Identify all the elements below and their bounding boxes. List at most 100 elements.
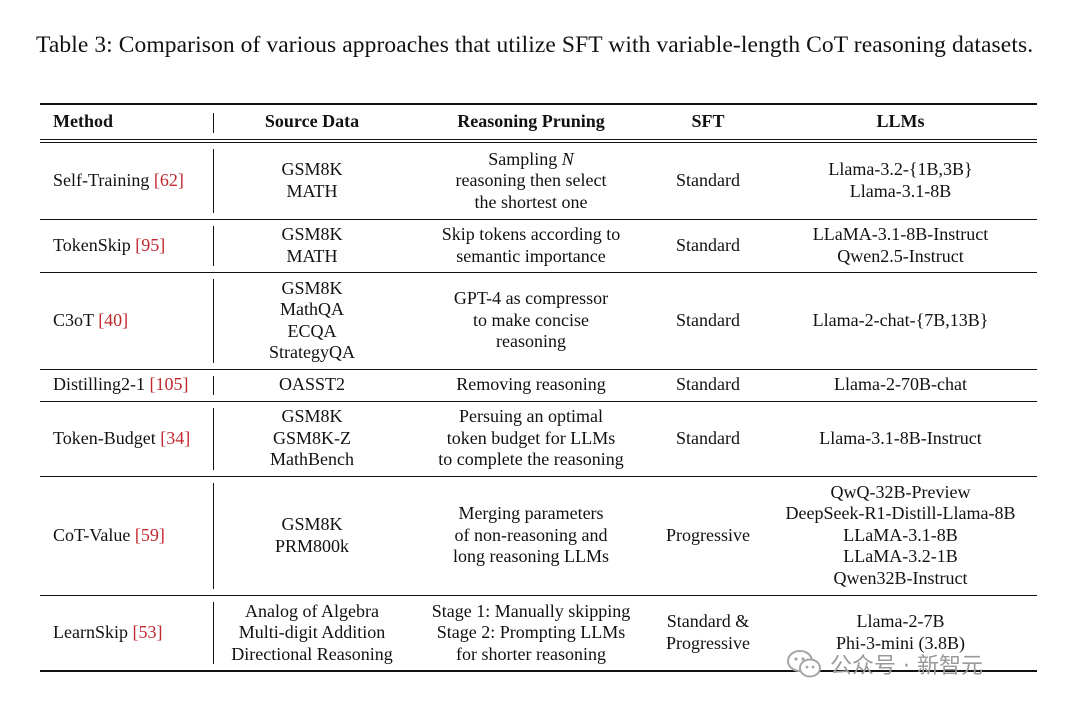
cell-reasoning-pruning-line: to make concise xyxy=(473,309,589,330)
cell-reasoning-pruning-line: Sampling N xyxy=(488,148,574,169)
cell-llms-line: Qwen2.5-Instruct xyxy=(837,245,964,266)
cell-reasoning-pruning-line: Skip tokens according to xyxy=(441,224,621,244)
cell-source-data: GSM8K MATH xyxy=(214,141,410,219)
cell-llms: Llama-2-70B-chat xyxy=(764,369,1037,401)
cell-sft-line: Standard xyxy=(676,374,740,395)
cell-method: Self-Training [62] xyxy=(40,141,214,219)
cell-source-data-line: StrategyQA xyxy=(269,342,355,362)
table-row: CoT-Value [59] GSM8K PRM800k Merging parame… xyxy=(40,476,1037,595)
citation-link[interactable]: [105] xyxy=(149,374,189,395)
header-sft: SFT xyxy=(691,111,725,132)
cell-reasoning-pruning-line: Merging parameters xyxy=(458,503,604,524)
cell-method: Distilling2-1 [105] xyxy=(40,369,214,401)
cell-source-data-line: MathQA xyxy=(280,299,344,319)
cell-llms-line: Llama-2-7B xyxy=(856,611,945,632)
cell-reasoning-pruning: Removing reasoning xyxy=(410,369,652,401)
cell-reasoning-pruning-line: reasoning then select xyxy=(455,170,607,190)
cell-sft-line: Progressive xyxy=(666,524,750,545)
cell-llms: LLaMA-3.1-8B-Instruct Qwen2.5-Instruct xyxy=(764,219,1037,272)
cell-source-data: GSM8K GSM8K-Z MathBench xyxy=(214,401,410,476)
cell-sft: Standard & Progressive xyxy=(652,595,764,671)
cell-llms: Llama-2-7B Phi-3-mini (3.8B) xyxy=(764,595,1037,671)
table-row: LearnSkip [53] Analog of Algebra Multi-dig… xyxy=(40,595,1037,671)
cell-method: TokenSkip [95] xyxy=(40,219,214,272)
table-caption: Table 3: Comparison of various approache… xyxy=(36,32,1034,58)
cell-method: CoT-Value [59] xyxy=(40,476,214,595)
cell-source-data: GSM8K PRM800k xyxy=(214,476,410,595)
cell-llms-line: Phi-3-mini (3.8B) xyxy=(836,632,965,653)
cell-reasoning-pruning-line: Stage 2: Prompting LLMs xyxy=(436,622,626,642)
citation-link[interactable]: [62] xyxy=(153,170,184,190)
citation-link[interactable]: [59] xyxy=(134,524,165,545)
cell-sft: Standard xyxy=(652,141,764,219)
cell-sft-line: Standard xyxy=(676,427,740,448)
cell-llms-line: Llama-2-70B-chat xyxy=(834,374,967,395)
table-header-row: Method Source Data Reasoning Pruning SFT… xyxy=(40,104,1037,141)
cell-source-data-line: ECQA xyxy=(287,320,337,341)
citation-link[interactable]: [34] xyxy=(160,427,191,448)
cell-llms: Llama-3.2-{1B,3B} Llama-3.1-8B xyxy=(764,141,1037,219)
method-name: CoT-Value xyxy=(53,524,131,545)
cell-source-data-line: Multi-digit Addition xyxy=(238,622,386,642)
cell-llms-line: Llama-3.2-{1B,3B} xyxy=(828,159,973,180)
method-name: LearnSkip xyxy=(53,622,128,642)
cell-llms-line: QwQ-32B-Preview xyxy=(830,481,971,502)
cell-llms-line: LLaMA-3.1-8B xyxy=(843,524,958,545)
citation-link[interactable]: [40] xyxy=(98,309,129,330)
method-name: TokenSkip xyxy=(53,234,131,255)
cell-method: Token-Budget [34] xyxy=(40,401,214,476)
table-row: TokenSkip [95] GSM8K MATH Skip tokens accor… xyxy=(40,219,1037,272)
cell-reasoning-pruning-line: GPT-4 as compressor xyxy=(453,288,609,309)
cell-llms: QwQ-32B-Preview DeepSeek-R1-Distill-Llama… xyxy=(764,476,1037,595)
citation-link[interactable]: [95] xyxy=(135,234,166,255)
header-reasoning-pruning: Reasoning Pruning xyxy=(457,111,605,132)
cell-sft: Progressive xyxy=(652,476,764,595)
math-variable: N xyxy=(561,148,574,169)
watermark-text: 公众号 · 新智元 xyxy=(830,654,983,679)
cell-source-data-line: PRM800k xyxy=(274,535,350,556)
cell-llms-line: DeepSeek-R1-Distill-Llama-8B xyxy=(785,503,1016,524)
cell-reasoning-pruning: Merging parameters of non-reasoning and lo… xyxy=(410,476,652,595)
cell-sft: Standard xyxy=(652,272,764,369)
cell-llms-line: LLaMA-3.2-1B xyxy=(843,546,958,567)
cell-reasoning-pruning-line: long reasoning LLMs xyxy=(453,546,609,567)
cell-source-data-line: GSM8K xyxy=(281,406,343,427)
table-row: Distilling2-1 [105] OASST2 Removing reason… xyxy=(40,369,1037,401)
cell-source-data: GSM8K MathQA ECQA StrategyQA xyxy=(214,272,410,369)
cell-reasoning-pruning-line: to complete the reasoning xyxy=(438,449,624,470)
cell-sft: Standard xyxy=(652,369,764,401)
cell-source-data-line: OASST2 xyxy=(278,374,345,395)
cell-source-data-line: MATH xyxy=(286,245,338,266)
cell-source-data: GSM8K MATH xyxy=(214,219,410,272)
cell-llms-line: LLaMA-3.1-8B-Instruct xyxy=(812,224,989,244)
cell-reasoning-pruning: Stage 1: Manually skipping Stage 2: Promp… xyxy=(410,595,652,671)
cell-sft-line: Progressive xyxy=(666,632,750,653)
header-llms: LLMs xyxy=(876,111,925,132)
cell-llms-line: Llama-3.1-8B-Instruct xyxy=(819,427,982,448)
cell-method: LearnSkip [53] xyxy=(40,595,214,671)
method-name: C3oT xyxy=(53,309,94,330)
cell-source-data-line: Analog of Algebra xyxy=(245,600,379,621)
cell-sft-line: Standard xyxy=(676,170,740,190)
watermark: 公众号 · 新智元 xyxy=(786,646,983,682)
cell-llms-line: Qwen32B-Instruct xyxy=(833,567,968,588)
cell-sft: Standard xyxy=(652,219,764,272)
cell-llms-line: Llama-3.1-8B xyxy=(849,180,952,201)
table-row: Token-Budget [34] GSM8K GSM8K-Z MathBench Pe… xyxy=(40,401,1037,476)
cell-source-data-line: GSM8K xyxy=(281,514,343,534)
header-source-data: Source Data xyxy=(264,111,360,132)
cell-sft-line: Standard & xyxy=(666,611,750,632)
method-name: Distilling2-1 xyxy=(53,374,146,395)
cell-sft: Standard xyxy=(652,401,764,476)
cell-reasoning-pruning-line: semantic importance xyxy=(456,245,606,266)
comparison-table: Method Source Data Reasoning Pruning SFT… xyxy=(40,103,1037,672)
citation-link[interactable]: [53] xyxy=(132,622,163,642)
cell-source-data-line: Directional Reasoning xyxy=(231,643,393,664)
cell-llms-line: Llama-2-chat-{7B,13B} xyxy=(812,309,989,330)
table-row: C3oT [40] GSM8K MathQA ECQA StrategyQA GPT-4 … xyxy=(40,272,1037,369)
cell-sft-line: Standard xyxy=(676,234,740,255)
method-name: Token-Budget xyxy=(53,427,156,448)
cell-reasoning-pruning-line: reasoning xyxy=(496,331,566,352)
cell-source-data: Analog of Algebra Multi-digit Addition Dir… xyxy=(214,595,410,671)
